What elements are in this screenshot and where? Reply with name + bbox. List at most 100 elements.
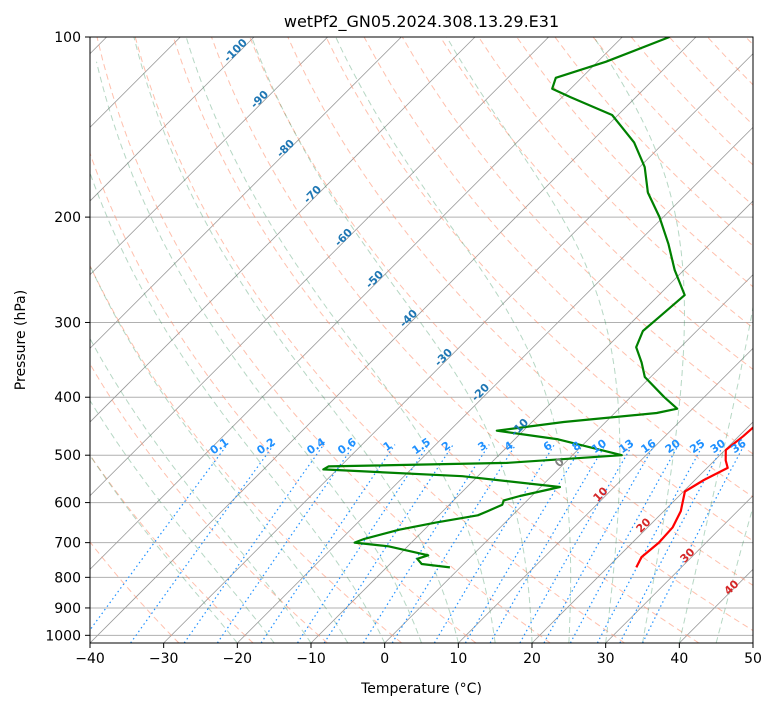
mixing-ratio-label: 1: [381, 439, 395, 454]
dry-adiabat-line: [90, 264, 403, 643]
mixing-ratio-line: [216, 444, 355, 643]
x-tick-label: −20: [223, 651, 253, 667]
dry-adiabat-line: [90, 363, 328, 643]
moist-adiabat-line: [90, 337, 312, 643]
moist-adiabat-line: [90, 454, 238, 643]
mixing-ratio-line: [519, 444, 634, 643]
mixing-ratio-line: [569, 444, 680, 643]
dry-adiabat-line: [363, 37, 753, 455]
mixing-ratio-label: 0.2: [254, 435, 277, 457]
series-layer: [322, 37, 753, 569]
y-tick-label: 400: [54, 390, 81, 406]
moist-adiabat-line: [446, 37, 621, 643]
isotherm-line: [90, 37, 402, 349]
isotherm-line: [384, 274, 753, 643]
isotherm-label: -100: [221, 36, 250, 65]
mixing-ratio-label: 4: [502, 439, 516, 454]
dry-adiabat-line: [96, 37, 551, 643]
x-tick-label: 20: [523, 651, 541, 667]
moist-adiabat-line: [96, 61, 422, 643]
x-tick-label: −40: [75, 651, 105, 667]
mixing-ratio-line: [619, 444, 725, 643]
y-tick-label: 800: [54, 570, 81, 586]
dry-adiabat-line: [287, 37, 753, 542]
x-tick-label: 40: [670, 651, 688, 667]
mixing-ratio-label: 0.4: [304, 435, 328, 457]
mixing-ratio-label: 10: [589, 436, 609, 456]
moist-adiabat-line: [251, 37, 533, 643]
dry-adiabat-line: [90, 151, 477, 643]
isotherm-label: -60: [332, 226, 355, 249]
y-tick-label: 100: [54, 30, 81, 46]
mixing-ratio-line: [391, 444, 517, 643]
mixing-ratio-label: 16: [638, 436, 658, 456]
isotherm-label: -50: [363, 268, 386, 291]
isotherm-label: -80: [274, 137, 297, 160]
theta-label: 30: [678, 545, 698, 565]
theta-label: 10: [591, 484, 611, 504]
y-tick-label: 300: [54, 315, 81, 331]
x-tick-label: 0: [380, 651, 389, 667]
mixing-ratio-line: [543, 444, 656, 643]
mixing-ratio-line: [489, 444, 606, 643]
moist-adiabat-line: [90, 171, 386, 643]
moist-adiabat-line: [90, 264, 349, 643]
isotherm-label: -20: [469, 381, 492, 404]
y-tick-label: 1000: [45, 628, 81, 644]
temperature-profile-line: [635, 426, 753, 568]
isotherm-line: [163, 53, 753, 643]
y-tick-label: 200: [54, 210, 81, 226]
mixing-ratio-label: 20: [663, 436, 683, 456]
isotherm-label: -90: [248, 88, 271, 111]
mixing-ratio-line: [642, 444, 745, 643]
mixing-ratio-label: 25: [687, 437, 707, 456]
tick-layer: −40 −30 −20 −10 0 10 20 30 40 50 100 200 300 400 500 60…: [45, 30, 762, 667]
dry-adiabat-line: [172, 37, 700, 643]
isotherm-line: [90, 37, 328, 276]
moist-adiabat-line: [593, 37, 686, 643]
mixing-ratio-line: [323, 444, 454, 643]
isotherm-line: [458, 347, 753, 643]
dry-adiabat-line: [439, 37, 753, 370]
isotherm-line: [90, 37, 476, 423]
dry-adiabat-line: [745, 37, 753, 46]
y-tick-label: 700: [54, 536, 81, 552]
isotherm-line: [90, 37, 697, 643]
isotherm-label: -30: [432, 346, 455, 369]
x-tick-label: −10: [296, 651, 326, 667]
isotherm-line: [310, 200, 753, 643]
mixing-ratio-label: 3: [475, 439, 489, 454]
isotherm-label: -40: [397, 307, 420, 330]
chart-title: wetPf2_GN05.2024.308.13.29.E31: [284, 12, 559, 32]
x-tick-label: 30: [597, 651, 615, 667]
mixing-ratio-line: [130, 444, 275, 643]
mixing-ratio-line: [90, 444, 228, 631]
dry-adiabat-line: [325, 37, 753, 498]
x-tick-label: 50: [744, 651, 762, 667]
theta-label: 40: [722, 577, 742, 597]
grid-layer: [90, 37, 753, 643]
isotherm-line: [237, 126, 753, 643]
dry-adiabat-line: [134, 37, 625, 643]
dry-adiabat-line: [707, 37, 753, 86]
isotherm-line: [531, 421, 753, 643]
dry-adiabat-line: [478, 37, 753, 329]
isotherm-line: [90, 37, 255, 202]
isotherm-line: [90, 37, 623, 570]
mixing-ratio-line: [183, 444, 325, 643]
theta-label: 20: [634, 515, 654, 535]
isotherm-line: [752, 642, 753, 643]
dry-adiabat-line: [90, 454, 254, 643]
x-tick-label: 10: [449, 651, 467, 667]
isotherm-line: [90, 37, 549, 497]
moist-adiabat-line: [678, 304, 753, 643]
dewpoint-profile-line: [322, 37, 686, 569]
mixing-ratio-line: [596, 444, 704, 643]
x-tick-label: −30: [149, 651, 179, 667]
dry-adiabat-line: [249, 37, 753, 586]
mixing-ratio-line: [362, 444, 490, 643]
y-axis-title: Pressure (hPa): [13, 290, 29, 390]
moist-adiabat-line: [90, 399, 275, 643]
moist-adiabat-line: [133, 37, 459, 643]
